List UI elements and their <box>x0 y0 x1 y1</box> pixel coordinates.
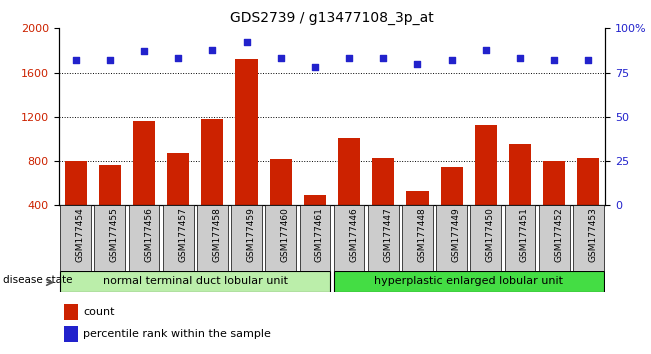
FancyBboxPatch shape <box>471 205 501 271</box>
FancyBboxPatch shape <box>402 205 433 271</box>
Bar <box>543 161 565 250</box>
FancyBboxPatch shape <box>163 205 193 271</box>
FancyBboxPatch shape <box>266 205 296 271</box>
Text: GSM177453: GSM177453 <box>589 207 598 262</box>
Text: GSM177448: GSM177448 <box>417 207 426 262</box>
Bar <box>304 195 326 250</box>
FancyBboxPatch shape <box>197 205 228 271</box>
Text: percentile rank within the sample: percentile rank within the sample <box>83 329 271 339</box>
Bar <box>406 191 428 250</box>
Text: count: count <box>83 308 115 318</box>
Point <box>515 56 525 61</box>
Bar <box>167 153 189 250</box>
Bar <box>338 138 360 250</box>
Point <box>70 57 81 63</box>
Text: GSM177447: GSM177447 <box>383 207 393 262</box>
Text: GSM177454: GSM177454 <box>76 207 85 262</box>
Text: GSM177456: GSM177456 <box>144 207 153 262</box>
FancyBboxPatch shape <box>368 205 398 271</box>
Bar <box>133 121 155 250</box>
Bar <box>577 158 600 250</box>
Point <box>139 48 149 54</box>
FancyBboxPatch shape <box>505 205 535 271</box>
Bar <box>236 59 258 250</box>
Point <box>583 57 594 63</box>
Text: GSM177460: GSM177460 <box>281 207 290 262</box>
Point <box>412 61 422 67</box>
Bar <box>64 304 77 320</box>
Bar <box>372 158 395 250</box>
FancyBboxPatch shape <box>334 205 365 271</box>
Bar <box>99 166 121 250</box>
Bar <box>475 125 497 250</box>
Text: normal terminal duct lobular unit: normal terminal duct lobular unit <box>103 276 288 286</box>
FancyBboxPatch shape <box>61 271 330 292</box>
FancyBboxPatch shape <box>94 205 125 271</box>
Bar <box>441 167 463 250</box>
Point <box>242 40 252 45</box>
FancyBboxPatch shape <box>129 205 159 271</box>
Text: GSM177455: GSM177455 <box>110 207 119 262</box>
Point <box>173 56 184 61</box>
Text: GSM177451: GSM177451 <box>520 207 529 262</box>
Text: GSM177446: GSM177446 <box>349 207 358 262</box>
Text: hyperplastic enlarged lobular unit: hyperplastic enlarged lobular unit <box>374 276 563 286</box>
Point <box>480 47 491 52</box>
Point <box>310 64 320 70</box>
FancyBboxPatch shape <box>61 205 91 271</box>
Text: GSM177452: GSM177452 <box>554 207 563 262</box>
Text: GSM177461: GSM177461 <box>315 207 324 262</box>
FancyBboxPatch shape <box>334 271 603 292</box>
Bar <box>64 161 87 250</box>
Bar <box>201 119 223 250</box>
FancyBboxPatch shape <box>299 205 330 271</box>
Point <box>105 57 115 63</box>
Point <box>275 56 286 61</box>
Bar <box>64 326 77 342</box>
Text: GSM177457: GSM177457 <box>178 207 187 262</box>
Text: GSM177449: GSM177449 <box>452 207 461 262</box>
Title: GDS2739 / g13477108_3p_at: GDS2739 / g13477108_3p_at <box>230 11 434 24</box>
Point <box>447 57 457 63</box>
FancyBboxPatch shape <box>231 205 262 271</box>
Text: GSM177458: GSM177458 <box>212 207 221 262</box>
Point <box>207 47 217 52</box>
Text: GSM177459: GSM177459 <box>247 207 256 262</box>
FancyBboxPatch shape <box>436 205 467 271</box>
Text: disease state: disease state <box>3 275 72 285</box>
FancyBboxPatch shape <box>573 205 603 271</box>
Bar <box>270 159 292 250</box>
Point <box>378 56 389 61</box>
Point <box>344 56 354 61</box>
FancyBboxPatch shape <box>539 205 570 271</box>
Point <box>549 57 559 63</box>
Text: GSM177450: GSM177450 <box>486 207 495 262</box>
Bar <box>509 144 531 250</box>
